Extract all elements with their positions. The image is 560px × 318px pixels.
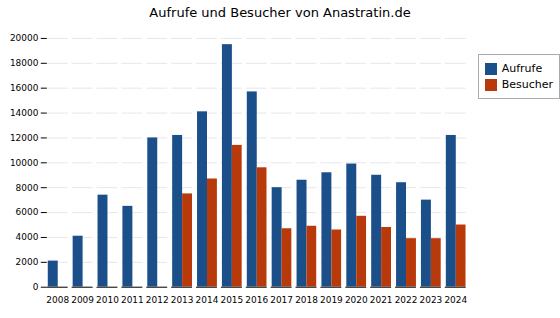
svg-text:2016: 2016 <box>245 295 268 305</box>
html-text:Besucher: Besucher <box>501 78 553 91</box>
svg-text:18000: 18000 <box>10 58 39 68</box>
svg-text:2018: 2018 <box>295 295 318 305</box>
svg-text:20000: 20000 <box>10 33 39 43</box>
svg-text:12000: 12000 <box>10 133 39 143</box>
svg-text:16000: 16000 <box>10 83 39 93</box>
svg-text:2017: 2017 <box>270 295 293 305</box>
html-text:Aufrufe und Besucher von Anast: Aufrufe und Besucher von Anastratin.de <box>149 5 411 20</box>
svg-text:2015: 2015 <box>220 295 243 305</box>
svg-text:2014: 2014 <box>196 295 219 305</box>
svg-text:10000: 10000 <box>10 158 39 168</box>
svg-text:2012: 2012 <box>146 295 169 305</box>
svg-text:6000: 6000 <box>16 207 39 217</box>
svg-text:2008: 2008 <box>46 295 69 305</box>
svg-text:2022: 2022 <box>395 295 418 305</box>
svg-text:14000: 14000 <box>10 108 39 118</box>
svg-text:2023: 2023 <box>420 295 443 305</box>
svg-text:2011: 2011 <box>121 295 144 305</box>
svg-text:2024: 2024 <box>444 295 467 305</box>
svg-text:2000: 2000 <box>16 257 39 267</box>
svg-text:0: 0 <box>33 282 39 292</box>
svg-text:2019: 2019 <box>320 295 343 305</box>
svg-text:2021: 2021 <box>370 295 393 305</box>
svg-text:8000: 8000 <box>16 183 39 193</box>
html-text:Aufrufe: Aufrufe <box>501 62 543 75</box>
svg-text:2010: 2010 <box>96 295 119 305</box>
svg-text:2009: 2009 <box>71 295 94 305</box>
svg-text:4000: 4000 <box>16 232 39 242</box>
svg-text:2020: 2020 <box>345 295 368 305</box>
svg-text:2013: 2013 <box>171 295 194 305</box>
